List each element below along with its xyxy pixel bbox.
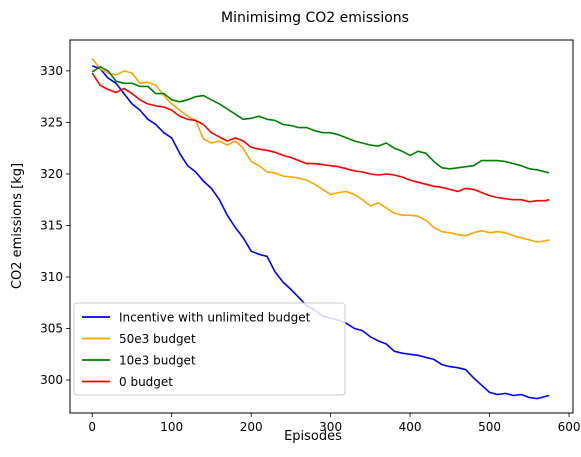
y-tick-label: 330 — [40, 64, 63, 78]
y-axis-label: CO2 emissions [kg] — [10, 163, 25, 289]
legend-label: 50e3 budget — [119, 332, 196, 346]
y-tick-label: 320 — [40, 167, 63, 181]
x-tick-label: 200 — [240, 420, 263, 434]
x-tick-label: 400 — [399, 420, 422, 434]
x-tick-label: 300 — [319, 420, 342, 434]
series-line-2 — [91, 58, 550, 243]
y-tick-label: 310 — [40, 270, 63, 284]
legend-label: Incentive with unlimited budget — [119, 311, 311, 325]
legend-label: 10e3 budget — [119, 354, 196, 368]
plot-frame — [69, 39, 574, 414]
x-axis-label: Episodes — [284, 429, 342, 444]
x-tick-label: 500 — [478, 420, 501, 434]
legend-label: 0 budget — [119, 375, 173, 389]
series-line-4 — [91, 72, 550, 203]
y-tick-label: 325 — [40, 115, 63, 129]
y-axis: 300 305 310 315 320 325 330 — [40, 64, 70, 387]
x-tick-label: 600 — [558, 420, 581, 434]
legend: Incentive with unlimited budget 50e3 budg… — [73, 302, 346, 396]
x-axis: 0 100 200 300 400 500 600 — [88, 413, 580, 434]
series-line-3 — [91, 66, 550, 174]
x-tick-label: 100 — [160, 420, 183, 434]
x-tick-label: 0 — [88, 420, 96, 434]
legend-box — [73, 302, 346, 396]
y-tick-label: 300 — [40, 373, 63, 387]
y-tick-label: 315 — [40, 218, 63, 232]
y-tick-label: 305 — [40, 322, 63, 336]
chart-title: Minimisimg CO2 emissions — [221, 10, 409, 26]
